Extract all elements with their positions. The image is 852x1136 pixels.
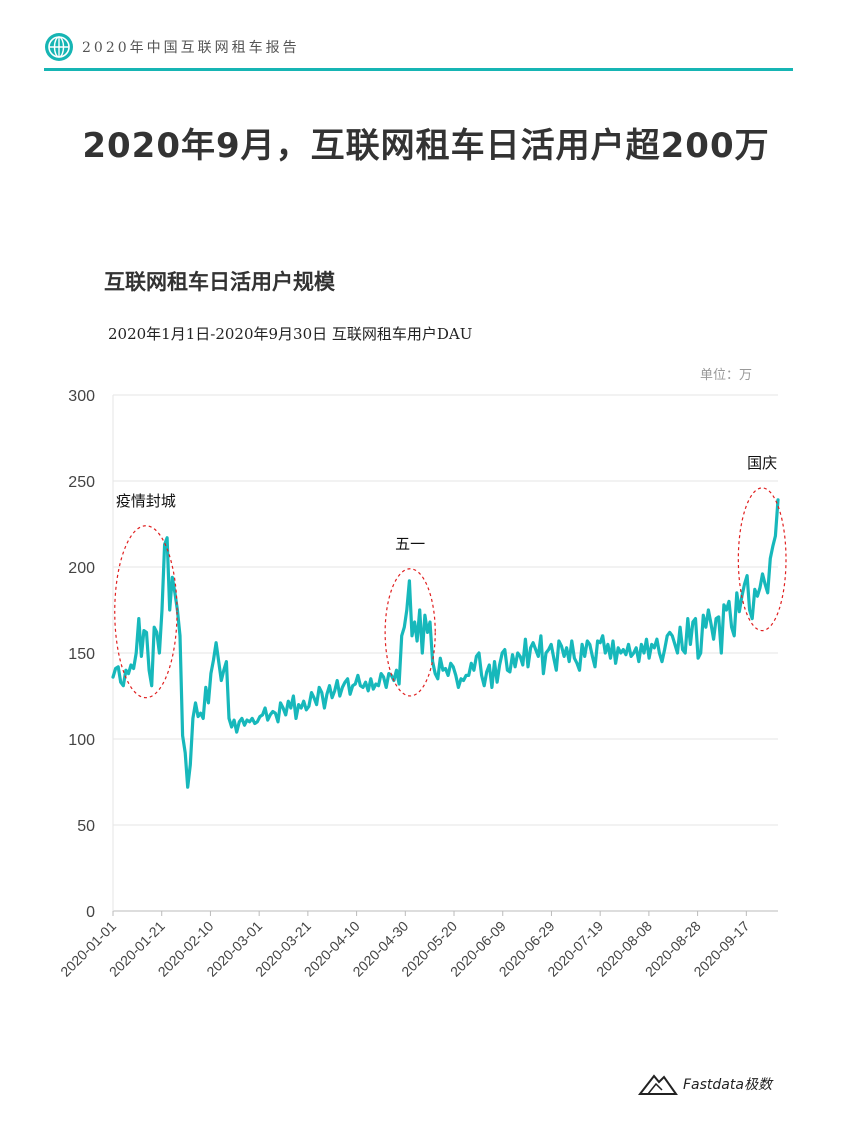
annotation-label: 五一 [395,535,425,553]
highlight-ellipse [384,568,436,697]
page-title: 2020年9月，互联网租车日活用户超200万 [82,126,770,166]
highlight-ellipse [114,525,178,699]
y-tick-label: 250 [68,474,95,491]
report-header: 2020年中国互联网租车报告 [44,30,792,70]
series-line [111,498,780,789]
unit-label: 单位：万 [700,368,753,383]
globe-icon [45,33,73,61]
chart-title: 互联网租车日活用户规模 [104,270,335,294]
y-tick-label: 50 [77,818,95,835]
annotation-label: 疫情封城 [116,492,176,510]
y-tick-label: 150 [68,646,95,663]
highlight-ellipse [737,487,787,632]
annotation-label: 国庆 [747,454,777,472]
y-tick-label: 200 [68,560,95,577]
y-tick-label: 100 [68,732,95,749]
footer-brand: Fastdata极数 [683,1077,772,1093]
y-tick-label: 0 [86,904,95,921]
chart-subtitle: 2020年1月1日-2020年9月30日 互联网租车用户DAU [108,325,473,343]
header-divider [44,68,793,71]
mountain-logo-icon [638,1074,678,1095]
y-tick-label: 300 [68,388,95,405]
report-title: 2020年中国互联网租车报告 [82,40,300,56]
